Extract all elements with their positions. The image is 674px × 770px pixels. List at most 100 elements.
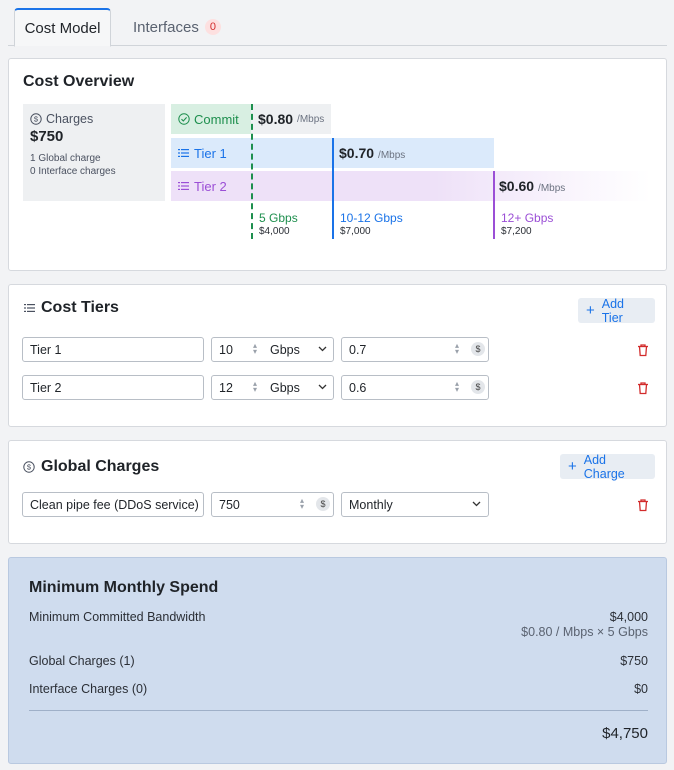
bandwidth-label: Minimum Committed Bandwidth bbox=[29, 610, 206, 624]
tier2-marker-cost: $7,200 bbox=[501, 226, 532, 237]
trash-icon[interactable] bbox=[636, 381, 650, 395]
tab-interfaces-label: Interfaces bbox=[133, 18, 199, 36]
commit-bar: Commit bbox=[171, 104, 251, 134]
summary-divider bbox=[29, 710, 648, 711]
commit-price-bar: $0.80 /Mbps bbox=[251, 104, 331, 134]
tab-cost-model-label: Cost Model bbox=[24, 19, 101, 37]
trash-icon[interactable] bbox=[636, 498, 650, 512]
stepper-icon[interactable]: ▴ ▾ bbox=[455, 341, 460, 356]
charge-amount-input[interactable]: 750 ▴ ▾ $ bbox=[211, 492, 334, 517]
tier1-marker-line bbox=[332, 138, 334, 239]
tab-bar: Cost Model Interfaces 0 bbox=[8, 0, 667, 47]
total-value: $4,750 bbox=[602, 725, 648, 742]
dollar-circle-icon: $ bbox=[23, 461, 35, 473]
trash-icon[interactable] bbox=[636, 343, 650, 357]
tier2-price-unit: /Mbps bbox=[538, 183, 566, 194]
tier1-label: Tier 1 bbox=[194, 145, 227, 161]
global-charges-label: Global Charges (1) bbox=[29, 654, 135, 668]
list-icon bbox=[24, 304, 35, 312]
tier-amount-input[interactable]: 12 ▴ ▾ Gbps bbox=[211, 375, 334, 400]
interface-charges-value: $0 bbox=[634, 682, 648, 696]
tier2-price-group: $0.60 /Mbps bbox=[499, 178, 565, 194]
add-charge-button[interactable]: + Add Charge bbox=[560, 452, 655, 481]
commit-marker-range: 5 Gbps bbox=[259, 211, 298, 225]
stepper-icon[interactable]: ▴ ▾ bbox=[455, 379, 460, 394]
add-tier-button[interactable]: + Add Tier bbox=[578, 296, 655, 325]
add-charge-label: Add Charge bbox=[583, 452, 625, 481]
dollar-icon: $ bbox=[471, 342, 485, 356]
charges-label: Charges bbox=[46, 112, 94, 126]
charges-total: $750 bbox=[30, 128, 64, 145]
cost-tiers-card: Cost Tiers + Add Tier Tier 1 10 ▴ ▾ Gbps … bbox=[8, 284, 667, 427]
tier-name-value: Tier 1 bbox=[30, 342, 62, 357]
commit-marker-cost: $4,000 bbox=[259, 226, 290, 237]
svg-text:$: $ bbox=[34, 115, 39, 124]
global-charge-count: 1 Global charge bbox=[30, 153, 101, 164]
bandwidth-row: Minimum Committed Bandwidth $4,000 bbox=[29, 610, 648, 624]
tier1-marker-cost: $7,000 bbox=[340, 226, 371, 237]
commit-price-unit: /Mbps bbox=[297, 113, 325, 125]
cost-tiers-title: Cost Tiers bbox=[41, 299, 119, 316]
global-charges-card: $ Global Charges + Add Charge Clean pipe… bbox=[8, 440, 667, 544]
plus-icon: + bbox=[586, 302, 595, 319]
tier2-marker-line bbox=[493, 171, 495, 239]
cost-overview-card: Cost Overview $ Charges $750 1 Global ch… bbox=[8, 58, 667, 271]
svg-text:$: $ bbox=[27, 463, 32, 472]
bandwidth-detail: $0.80 / Mbps × 5 Gbps bbox=[521, 625, 648, 639]
tier-unit-select[interactable]: Gbps bbox=[270, 381, 300, 395]
tier2-marker-range: 12+ Gbps bbox=[501, 211, 554, 225]
tier-price-input[interactable]: 0.7 ▴ ▾ $ bbox=[341, 337, 489, 362]
interface-charges-row: Interface Charges (0) $0 bbox=[29, 682, 648, 696]
charges-summary: $ Charges $750 1 Global charge 0 Interfa… bbox=[23, 104, 165, 201]
dollar-icon: $ bbox=[316, 497, 330, 511]
tier-price-input[interactable]: 0.6 ▴ ▾ $ bbox=[341, 375, 489, 400]
interfaces-count-badge: 0 bbox=[204, 19, 221, 35]
tier-unit-select[interactable]: Gbps bbox=[270, 343, 300, 357]
dollar-circle-icon: $ bbox=[30, 113, 42, 125]
charge-amount-value: 750 bbox=[219, 497, 240, 512]
charge-frequency-select[interactable]: Monthly bbox=[341, 492, 489, 517]
tier2-bar: Tier 2 bbox=[171, 171, 651, 201]
bandwidth-value: $4,000 bbox=[609, 610, 648, 624]
charge-name-value: Clean pipe fee (DDoS service) bbox=[30, 497, 199, 512]
cost-overview-title: Cost Overview bbox=[23, 73, 135, 90]
global-charges-value: $750 bbox=[620, 654, 648, 668]
commit-price: $0.80 bbox=[258, 111, 294, 127]
tab-cost-model[interactable]: Cost Model bbox=[14, 8, 111, 47]
stepper-icon[interactable]: ▴ ▾ bbox=[300, 496, 305, 511]
chevron-down-icon bbox=[472, 501, 481, 507]
check-circle-icon bbox=[178, 113, 190, 125]
interface-charge-count: 0 Interface charges bbox=[30, 166, 116, 177]
tier-amount-input[interactable]: 10 ▴ ▾ Gbps bbox=[211, 337, 334, 362]
dollar-icon: $ bbox=[471, 380, 485, 394]
list-icon bbox=[178, 182, 189, 190]
tier1-price: $0.70 bbox=[339, 145, 375, 161]
list-icon bbox=[178, 149, 189, 157]
global-charges-row: Global Charges (1) $750 bbox=[29, 654, 648, 668]
charge-frequency-value: Monthly bbox=[349, 497, 393, 512]
tier-name-input[interactable]: Tier 2 bbox=[22, 375, 204, 400]
tier-name-value: Tier 2 bbox=[30, 380, 62, 395]
add-tier-label: Add Tier bbox=[601, 296, 625, 325]
plus-icon: + bbox=[568, 458, 577, 475]
tier2-label: Tier 2 bbox=[194, 178, 227, 194]
commit-label: Commit bbox=[194, 111, 239, 127]
chevron-down-icon bbox=[318, 346, 327, 352]
global-charges-title: Global Charges bbox=[41, 458, 160, 475]
tier-price-value: 0.6 bbox=[349, 380, 367, 395]
minimum-spend-title: Minimum Monthly Spend bbox=[29, 579, 219, 596]
interface-charges-label: Interface Charges (0) bbox=[29, 682, 148, 696]
stepper-icon[interactable]: ▴ ▾ bbox=[253, 341, 258, 356]
stepper-icon[interactable]: ▴ ▾ bbox=[253, 379, 258, 394]
minimum-spend-card: Minimum Monthly Spend Minimum Committed … bbox=[8, 557, 667, 764]
tier1-price-unit: /Mbps bbox=[378, 150, 406, 161]
tier1-price-group: $0.70 /Mbps bbox=[339, 145, 405, 161]
tier-amount-value: 10 bbox=[219, 342, 233, 357]
tier-amount-value: 12 bbox=[219, 380, 233, 395]
tier-name-input[interactable]: Tier 1 bbox=[22, 337, 204, 362]
tier-price-value: 0.7 bbox=[349, 342, 367, 357]
tier2-price: $0.60 bbox=[499, 178, 535, 194]
tab-interfaces[interactable]: Interfaces 0 bbox=[125, 8, 229, 46]
commit-marker-line bbox=[251, 104, 253, 239]
charge-name-input[interactable]: Clean pipe fee (DDoS service) bbox=[22, 492, 204, 517]
